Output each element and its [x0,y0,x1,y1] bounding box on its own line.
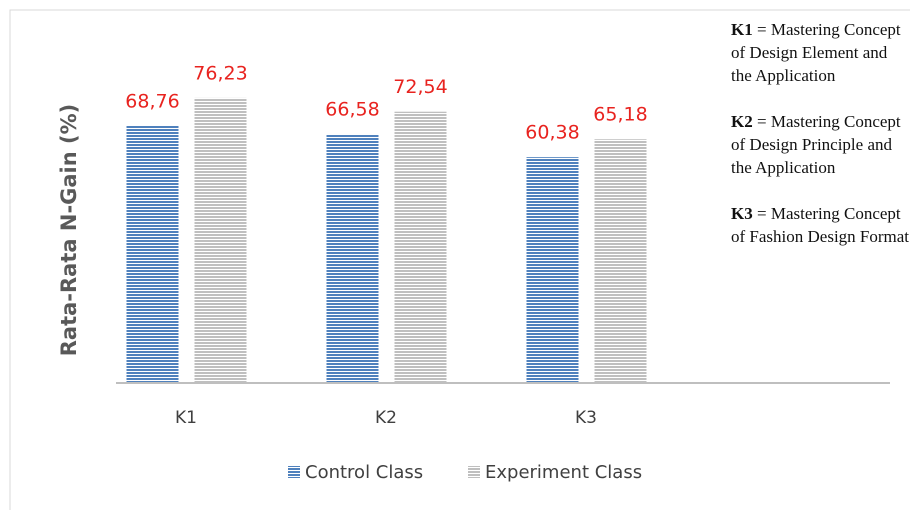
data-label: 65,18 [593,104,647,126]
chart-border [9,9,910,510]
x-tick-label: K3 [575,408,597,428]
bar [126,125,179,384]
x-tick-label: K1 [175,408,197,428]
x-tick-label: K2 [375,408,397,428]
legend-swatch [468,466,480,478]
annotation-term: K3 [731,204,753,223]
annotations: K1 = Mastering Concept of Design Element… [731,18,910,271]
y-axis-label: Rata-Rata N-Gain (%) [57,104,81,357]
annotation: K3 = Mastering Concept of Fashion Design… [731,202,910,248]
annotation-text: = Mastering Concept of Design Element an… [731,20,901,85]
data-label: 76,23 [193,62,247,84]
bar [194,97,247,383]
legend-swatch [288,466,300,478]
bar [526,157,579,383]
data-label: 68,76 [125,90,179,112]
annotation-text: = Mastering Concept of Design Principle … [731,112,901,177]
bar [594,139,647,383]
data-label: 60,38 [525,122,579,144]
legend-label: Experiment Class [485,462,642,483]
data-label: 72,54 [393,76,447,98]
annotation-term: K2 [731,112,753,131]
bar [394,111,447,383]
annotation-text: = Mastering Concept of Fashion Design Fo… [731,204,910,246]
annotation-term: K1 [731,20,753,39]
bar [326,133,379,383]
data-label: 66,58 [325,98,379,120]
annotation: K1 = Mastering Concept of Design Element… [731,18,910,87]
legend-label: Control Class [305,462,423,483]
annotation: K2 = Mastering Concept of Design Princip… [731,110,910,179]
